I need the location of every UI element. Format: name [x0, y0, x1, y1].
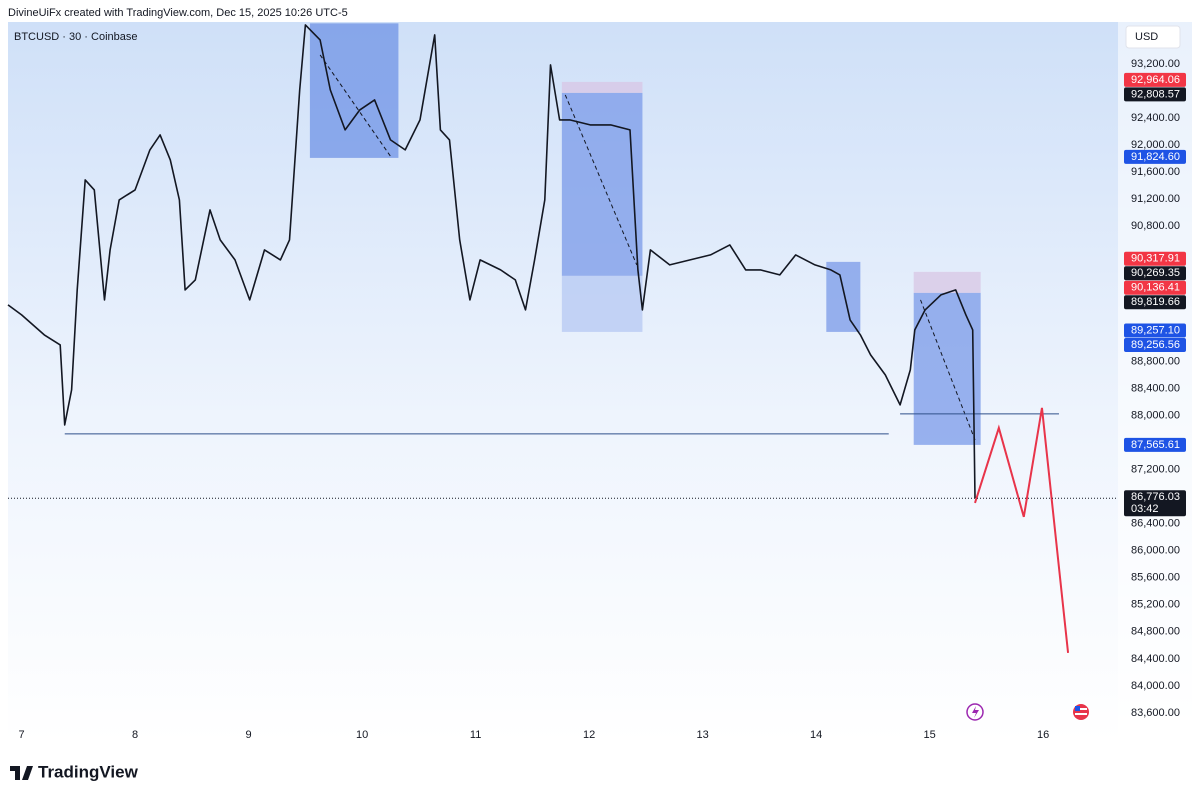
footer-brand: TradingView: [38, 762, 139, 781]
price-label: 87,565.61: [1131, 439, 1180, 451]
y-tick-label: 86,400.00: [1131, 518, 1180, 530]
price-label: 92,808.57: [1131, 88, 1180, 100]
y-tick-label: 91,200.00: [1131, 193, 1180, 205]
y-tick-label: 88,800.00: [1131, 355, 1180, 367]
price-label: 90,269.35: [1131, 267, 1180, 279]
last-price-label: 86,776.03: [1131, 491, 1180, 503]
flag-canton: [1075, 706, 1080, 711]
y-tick-label: 92,400.00: [1131, 112, 1180, 124]
price-label: 89,257.10: [1131, 324, 1180, 336]
last-price-box: [1124, 490, 1186, 517]
zone: [913, 292, 981, 445]
price-label: 90,136.41: [1131, 282, 1180, 294]
y-tick-label: 92,000.00: [1131, 139, 1180, 151]
x-tick-label: 8: [132, 729, 138, 741]
projection-line: [974, 407, 1070, 653]
x-tick-label: 14: [810, 729, 822, 741]
y-tick-label: 84,400.00: [1131, 653, 1180, 665]
lightning-glyph: [972, 706, 979, 718]
price-label: 92,964.06: [1131, 74, 1180, 86]
x-tick-label: 11: [470, 729, 481, 741]
flag-stripe: [1075, 713, 1087, 715]
x-tick-label: 13: [696, 729, 708, 741]
x-tick-label: 7: [19, 729, 25, 741]
y-tick-label: 83,600.00: [1131, 707, 1180, 719]
price-label-box: [1124, 72, 1186, 87]
tv-logo: [10, 766, 33, 780]
y-tick-label: 91,600.00: [1131, 166, 1180, 178]
x-tick-label: 12: [583, 729, 595, 741]
price-label: 89,819.66: [1131, 296, 1180, 308]
price-label-box: [1124, 280, 1186, 295]
price-label-box: [1124, 87, 1186, 102]
price-label-box: [1124, 149, 1186, 164]
price-label-box: [1124, 437, 1186, 452]
y-tick-label: 84,000.00: [1131, 680, 1180, 692]
y-tick-label: 84,800.00: [1131, 626, 1180, 638]
price-scale: [1118, 22, 1192, 742]
y-tick-label: 88,400.00: [1131, 382, 1180, 394]
x-tick-label: 9: [246, 729, 252, 741]
zone: [913, 271, 981, 293]
symbol-title: BTCUSD · 30 · Coinbase: [14, 31, 138, 43]
y-tick-label: 85,600.00: [1131, 572, 1180, 584]
price-label-box: [1124, 295, 1186, 310]
y-tick-label: 85,200.00: [1131, 599, 1180, 611]
price-label-box: [1124, 266, 1186, 281]
y-tick-label: 87,200.00: [1131, 463, 1180, 475]
price-label: 89,256.56: [1131, 339, 1180, 351]
price-label-box: [1124, 323, 1186, 338]
y-tick-label: 93,200.00: [1131, 58, 1180, 70]
price-label: 90,317.91: [1131, 253, 1180, 265]
x-tick-label: 10: [356, 729, 368, 741]
currency[interactable]: USD: [1135, 31, 1158, 43]
price-label-box: [1124, 337, 1186, 352]
plot: 93,200.00 92,400.00 92,000.00 91,600.00 91,2…: [7, 23, 1186, 741]
flag-stripe: [1075, 708, 1087, 710]
dashed-arrow: [564, 94, 638, 266]
currency-box[interactable]: [1125, 25, 1181, 49]
price-label: 91,824.60: [1131, 151, 1180, 163]
header: DivineUiFx created with TradingView.com,…: [8, 7, 348, 19]
y-tick-label: 86,000.00: [1131, 545, 1180, 557]
zone: [561, 81, 643, 93]
x-tick-label: 16: [1037, 729, 1049, 741]
zone: [561, 275, 643, 332]
price-line: [7, 24, 976, 499]
zone: [309, 23, 399, 158]
y-tick-label: 88,000.00: [1131, 409, 1180, 421]
x-tick-label: 15: [923, 729, 935, 741]
bar-timer: 03:42: [1131, 503, 1159, 515]
zone: [826, 261, 861, 332]
price-label-box: [1124, 251, 1186, 266]
y-tick-label: 90,800.00: [1131, 220, 1180, 232]
